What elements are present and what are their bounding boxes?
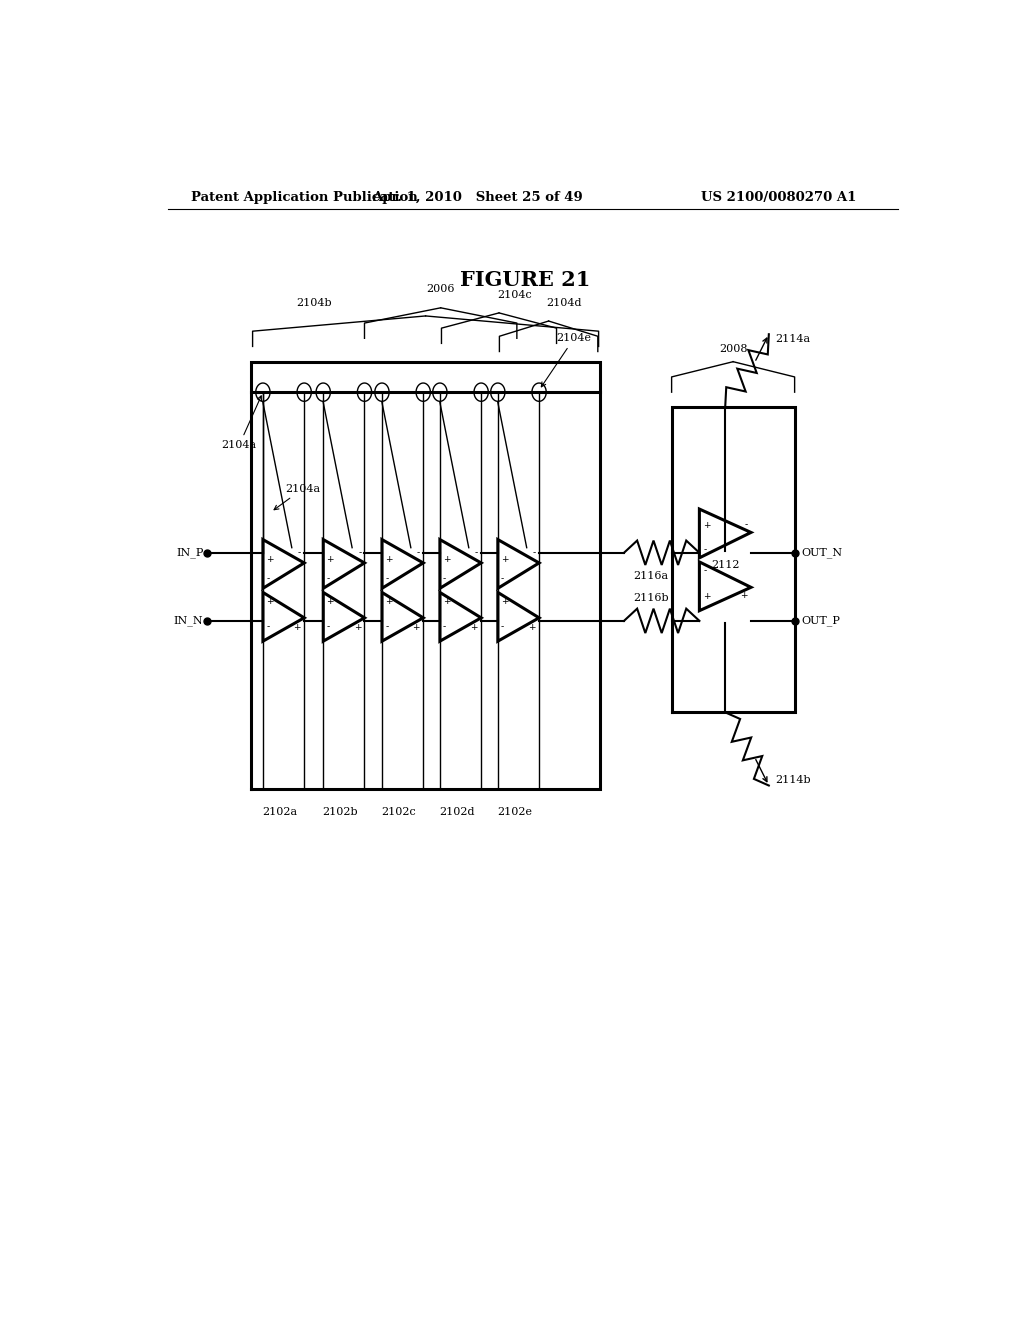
Text: IN_N: IN_N [174, 615, 204, 626]
Text: 2104a: 2104a [274, 483, 321, 510]
Text: -: - [266, 574, 269, 583]
Text: 2104d: 2104d [547, 298, 583, 308]
Text: +: + [501, 554, 509, 564]
Text: 2102c: 2102c [381, 807, 416, 817]
Text: +: + [385, 598, 392, 606]
Text: 2116b: 2116b [634, 593, 669, 602]
Text: -: - [501, 574, 504, 583]
Text: 2104a: 2104a [221, 396, 261, 450]
Text: 2104c: 2104c [498, 289, 532, 300]
Text: +: + [528, 623, 536, 632]
Text: -: - [327, 574, 330, 583]
Text: -: - [501, 622, 504, 631]
Text: -: - [385, 622, 388, 631]
Text: -: - [703, 566, 707, 576]
Text: -: - [266, 622, 269, 631]
Text: +: + [266, 554, 273, 564]
Text: -: - [327, 622, 330, 631]
Text: +: + [501, 598, 509, 606]
Text: 2102d: 2102d [439, 807, 474, 817]
Text: FIGURE 21: FIGURE 21 [460, 271, 590, 290]
Text: 2116a: 2116a [634, 572, 669, 581]
Text: +: + [443, 598, 451, 606]
Text: IN_P: IN_P [176, 548, 204, 558]
Text: +: + [385, 554, 392, 564]
Text: +: + [354, 623, 361, 632]
Text: US 2100/0080270 A1: US 2100/0080270 A1 [701, 190, 856, 203]
Text: 2114a: 2114a [775, 334, 810, 345]
Text: -: - [358, 548, 361, 557]
Text: +: + [470, 623, 478, 632]
Text: -: - [443, 622, 446, 631]
Text: -: - [703, 545, 707, 554]
Text: 2102b: 2102b [323, 807, 357, 817]
Text: +: + [703, 521, 711, 531]
Text: +: + [413, 623, 420, 632]
Text: +: + [327, 598, 334, 606]
Text: +: + [443, 554, 451, 564]
Text: 2104e: 2104e [542, 334, 592, 387]
Text: 2008: 2008 [719, 343, 748, 354]
Text: -: - [443, 574, 446, 583]
Text: -: - [298, 548, 301, 557]
Text: 2102e: 2102e [497, 807, 532, 817]
Text: -: - [417, 548, 420, 557]
Text: 2104b: 2104b [297, 298, 333, 308]
Text: 2112: 2112 [711, 560, 739, 570]
Text: +: + [266, 598, 273, 606]
Text: +: + [327, 554, 334, 564]
Text: -: - [744, 520, 748, 529]
Text: -: - [532, 548, 536, 557]
Text: OUT_N: OUT_N [801, 548, 842, 558]
Text: -: - [475, 548, 478, 557]
Text: Apr. 1, 2010   Sheet 25 of 49: Apr. 1, 2010 Sheet 25 of 49 [372, 190, 583, 203]
Text: 2114b: 2114b [775, 775, 811, 785]
Text: -: - [385, 574, 388, 583]
Text: +: + [703, 591, 711, 601]
Text: 2102a: 2102a [262, 807, 297, 817]
Text: +: + [294, 623, 301, 632]
Text: OUT_P: OUT_P [801, 615, 840, 626]
Text: Patent Application Publication: Patent Application Publication [191, 190, 418, 203]
Text: +: + [740, 591, 748, 601]
Text: 2006: 2006 [426, 284, 455, 293]
